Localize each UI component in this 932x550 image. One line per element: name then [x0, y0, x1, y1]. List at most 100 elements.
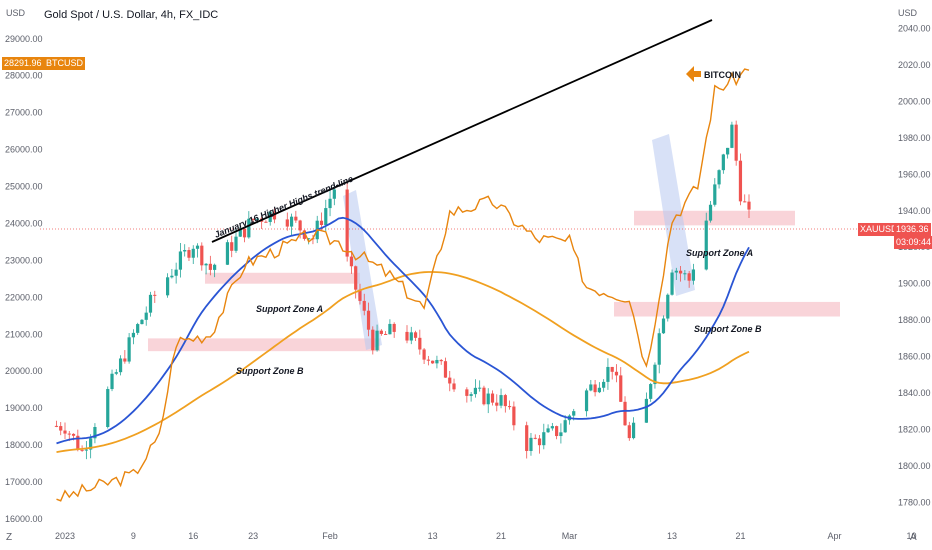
candle: [627, 425, 631, 439]
zone-label-a1: Support Zone A: [256, 304, 323, 314]
channel-feb: [343, 190, 382, 350]
time-tick: 23: [248, 531, 258, 541]
candle: [289, 216, 294, 227]
candle: [708, 204, 713, 221]
candle: [67, 433, 71, 435]
candle: [195, 245, 200, 249]
candle: [426, 359, 430, 361]
right-tick: 2020.00: [898, 60, 931, 70]
candle: [255, 218, 259, 221]
left-tick: 19000.00: [5, 403, 43, 413]
candle: [503, 395, 507, 407]
candle: [200, 245, 204, 266]
candle: [584, 390, 589, 412]
support-zone: [148, 338, 380, 352]
right-tick: 1840.00: [898, 388, 931, 398]
candle: [140, 319, 144, 325]
candle: [183, 250, 187, 252]
time-tick: 13: [428, 531, 438, 541]
candle: [704, 220, 708, 270]
candle: [375, 330, 379, 351]
candle: [379, 330, 383, 334]
candle: [213, 264, 217, 270]
candle: [644, 398, 648, 423]
candle: [319, 220, 324, 225]
right-tick: 1800.00: [898, 461, 931, 471]
candle: [234, 236, 238, 251]
left-tick: 18000.00: [5, 440, 43, 450]
candle: [443, 361, 448, 378]
candle: [127, 337, 131, 362]
candle: [148, 294, 153, 313]
right-tick: 2000.00: [898, 96, 931, 106]
candle: [354, 266, 358, 290]
left-axis-label: USD: [6, 8, 26, 18]
candle: [170, 275, 174, 278]
candle: [529, 437, 533, 451]
candle: [191, 248, 195, 258]
candle: [371, 329, 375, 351]
candle: [730, 124, 734, 148]
channel-mar: [652, 134, 695, 296]
bitcoin-label: BITCOIN: [704, 70, 741, 80]
auto-scale-button[interactable]: A: [910, 532, 917, 543]
candle: [54, 425, 59, 427]
candle: [76, 435, 80, 450]
left-tick: 24000.00: [5, 218, 43, 228]
right-tick: 1820.00: [898, 425, 931, 435]
timezone-button[interactable]: Z: [6, 532, 13, 543]
candle: [272, 211, 277, 220]
candle: [294, 216, 298, 221]
candle: [80, 449, 84, 451]
candle: [452, 383, 456, 390]
left-tick: 21000.00: [5, 329, 43, 339]
time-tick: 21: [735, 531, 745, 541]
right-tick: 1780.00: [898, 497, 931, 507]
candle: [721, 154, 725, 171]
btc-symbol-badge: BTCUSD: [44, 57, 86, 70]
candle: [743, 201, 747, 203]
candle: [349, 256, 354, 267]
candle: [110, 373, 114, 390]
candle: [362, 300, 366, 311]
zone-label-a2: Support Zone A: [686, 248, 753, 258]
candle: [683, 273, 687, 275]
candle: [619, 375, 623, 402]
left-tick: 20000.00: [5, 366, 43, 376]
candle: [422, 349, 426, 360]
candle: [204, 263, 208, 266]
candle: [614, 371, 619, 376]
candle: [473, 387, 477, 395]
candle: [490, 393, 495, 403]
gold-candles: [54, 120, 751, 460]
candle: [63, 430, 67, 434]
left-tick: 16000.00: [5, 514, 43, 524]
xau-price-badge: 1936.36: [894, 223, 931, 236]
candle: [533, 437, 537, 439]
candle: [242, 228, 247, 238]
left-tick: 26000.00: [5, 145, 43, 155]
candle: [508, 406, 512, 408]
chart-title: Gold Spot / U.S. Dollar, 4h, FX_IDC: [44, 9, 219, 21]
candle: [537, 438, 542, 446]
left-tick: 17000.00: [5, 477, 43, 487]
right-axis: 1780.00 1800.00 1820.00 1840.00 1860.00 1880.…: [898, 23, 931, 507]
zone-label-b1: Support Zone B: [236, 366, 304, 376]
candle: [431, 360, 435, 364]
xau-countdown-badge: 03:09:44: [894, 236, 932, 249]
candle: [610, 366, 614, 372]
bitcoin-line: [56, 68, 750, 502]
candle: [435, 359, 439, 364]
candle: [657, 333, 661, 365]
candle: [89, 438, 93, 450]
left-tick: 28000.00: [5, 71, 43, 81]
candle: [285, 219, 289, 227]
candle: [679, 270, 683, 274]
candle: [713, 184, 717, 205]
time-tick: 16: [188, 531, 198, 541]
support-zone: [614, 301, 840, 317]
candle: [597, 387, 601, 393]
candle: [118, 358, 123, 373]
bitcoin-arrow-icon: [686, 66, 701, 82]
